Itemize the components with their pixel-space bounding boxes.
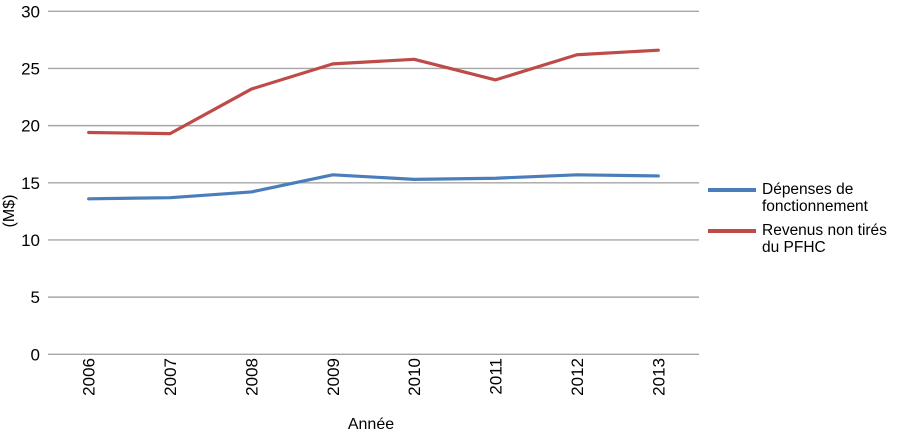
x-axis-tick-label: 2008 xyxy=(242,358,261,396)
x-axis-tick-label: 2007 xyxy=(161,358,180,396)
legend-item-depenses: Dépenses de fonctionnement xyxy=(708,181,900,215)
y-axis-tick-label: 10 xyxy=(21,231,40,250)
series-line-1 xyxy=(87,48,660,136)
legend-item-revenus: Revenus non tirés du PFHC xyxy=(708,222,900,256)
x-axis-tick-label: 2011 xyxy=(487,358,506,395)
legend-line-swatch-red xyxy=(708,229,756,233)
x-axis-tick-label: 2006 xyxy=(80,358,99,396)
series-line-0 xyxy=(87,173,660,201)
y-axis-tick-label: 30 xyxy=(21,2,40,21)
chart-legend: Dépenses de fonctionnement Revenus non t… xyxy=(708,181,900,263)
y-axis-tick-label: 25 xyxy=(21,59,40,78)
y-axis-tick-label: 5 xyxy=(31,288,40,307)
x-axis-title: Année xyxy=(348,416,394,433)
x-axis-tick-label: 2010 xyxy=(405,358,424,396)
legend-line-swatch-blue xyxy=(708,188,756,192)
legend-label-revenus: Revenus non tirés du PFHC xyxy=(762,222,887,256)
y-axis-title: (M$) xyxy=(1,195,18,228)
legend-label-depenses: Dépenses de fonctionnement xyxy=(762,181,868,215)
x-axis-tick-label: 2013 xyxy=(649,358,668,396)
y-axis-tick-label: 20 xyxy=(21,117,40,136)
x-axis-tick-label: 2009 xyxy=(324,358,343,396)
y-axis-tick-label: 0 xyxy=(31,345,40,364)
x-axis-tick-label: 2012 xyxy=(568,358,587,396)
y-axis-tick-label: 15 xyxy=(21,174,40,193)
